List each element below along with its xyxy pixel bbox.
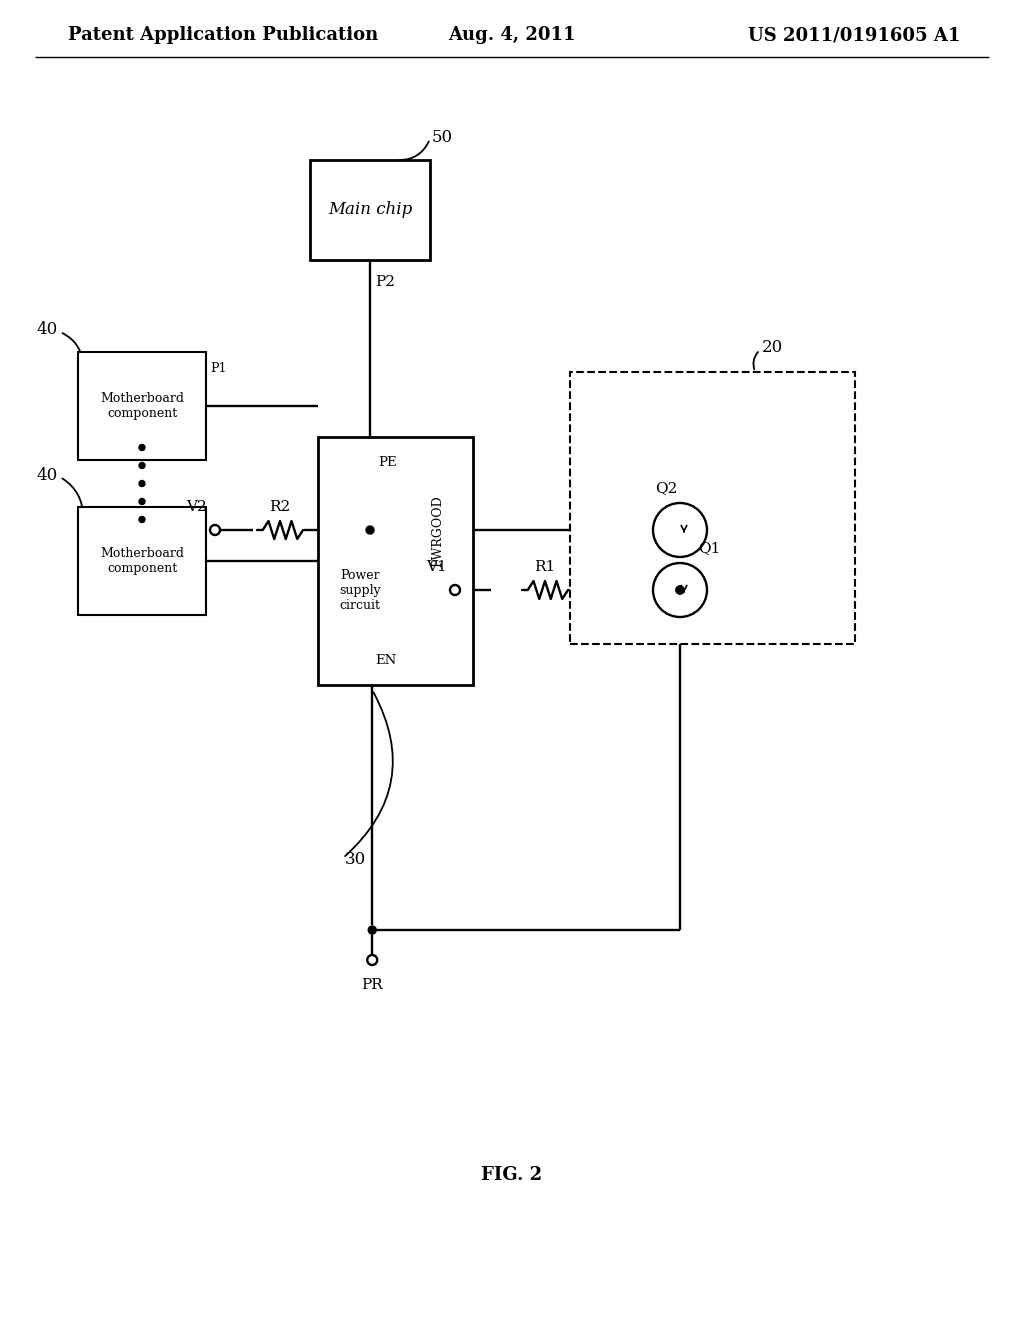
Text: PR: PR — [361, 978, 383, 993]
Text: R1: R1 — [535, 560, 556, 574]
Bar — [78, 507, 206, 615]
Circle shape — [369, 927, 376, 935]
Text: Aug. 4, 2011: Aug. 4, 2011 — [449, 26, 575, 44]
Circle shape — [139, 445, 145, 450]
Circle shape — [139, 480, 145, 487]
Text: 50: 50 — [432, 128, 454, 145]
Text: Q2: Q2 — [654, 480, 677, 495]
Circle shape — [653, 564, 707, 616]
Text: R2: R2 — [269, 500, 291, 513]
Text: P1: P1 — [210, 362, 226, 375]
Text: Q1: Q1 — [698, 541, 720, 554]
Circle shape — [653, 503, 707, 557]
Text: 20: 20 — [762, 339, 783, 356]
Circle shape — [450, 585, 460, 595]
Circle shape — [139, 516, 145, 523]
Text: Main chip: Main chip — [328, 202, 412, 219]
Circle shape — [676, 586, 684, 594]
Text: 40: 40 — [37, 466, 58, 483]
Text: Patent Application Publication: Patent Application Publication — [68, 26, 378, 44]
Text: Power
supply
circuit: Power supply circuit — [339, 569, 381, 612]
Text: V2: V2 — [186, 500, 207, 513]
Circle shape — [368, 954, 377, 965]
Text: Motherboard
component: Motherboard component — [100, 392, 184, 420]
Bar — [570, 372, 855, 644]
Text: 30: 30 — [345, 851, 367, 869]
Bar — [78, 352, 206, 459]
Circle shape — [366, 525, 374, 535]
Text: V1: V1 — [426, 560, 447, 574]
Text: PE: PE — [378, 455, 396, 469]
Text: PWRGOOD: PWRGOOD — [431, 495, 443, 568]
Circle shape — [139, 499, 145, 504]
Text: 40: 40 — [37, 322, 58, 338]
Text: FIG. 2: FIG. 2 — [481, 1166, 543, 1184]
Circle shape — [676, 586, 684, 594]
Circle shape — [210, 525, 220, 535]
Bar — [318, 437, 473, 685]
Bar — [310, 160, 430, 260]
Text: Motherboard
component: Motherboard component — [100, 546, 184, 576]
Circle shape — [139, 462, 145, 469]
Text: EN: EN — [376, 653, 396, 667]
Text: US 2011/0191605 A1: US 2011/0191605 A1 — [748, 26, 961, 44]
Text: P2: P2 — [375, 275, 395, 289]
